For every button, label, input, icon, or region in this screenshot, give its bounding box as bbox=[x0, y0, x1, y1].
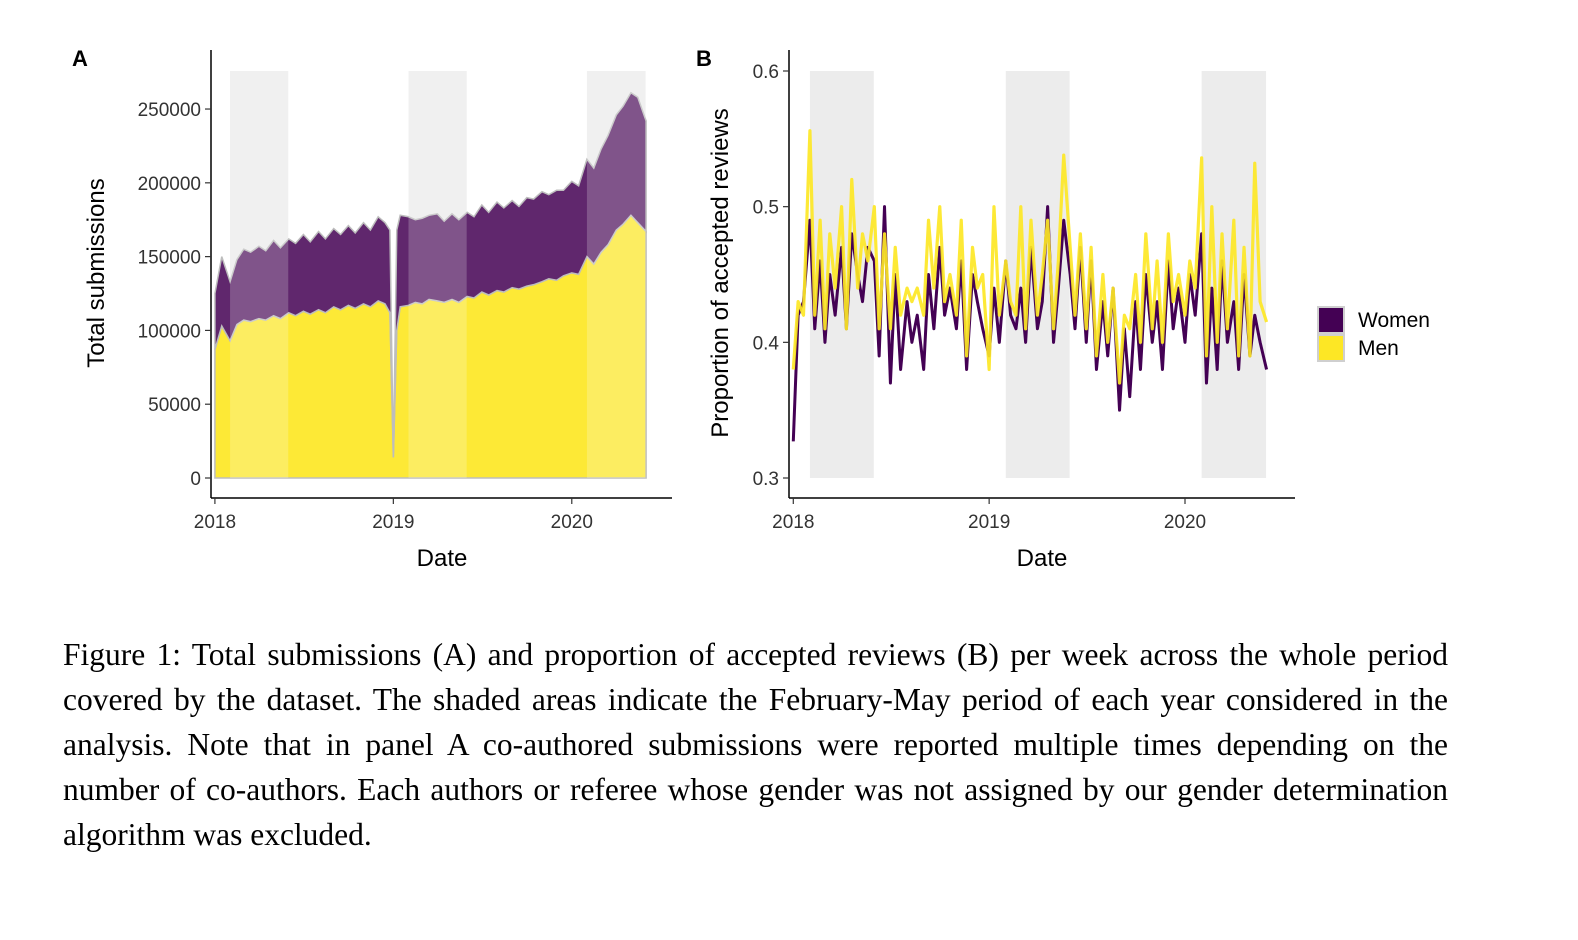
panel-b-axes: 0.3 0.4 0.5 0.6 2018 2019 2020 bbox=[753, 50, 1295, 533]
panel-a-shade-overlay-2 bbox=[408, 71, 467, 478]
panel-a-tag: A bbox=[72, 46, 88, 71]
legend: Women Men bbox=[1317, 306, 1430, 362]
panel-b-y-tick-label: 0.6 bbox=[753, 62, 779, 83]
panel-b-y-axis-title: Proportion of accepted reviews bbox=[707, 108, 734, 438]
panel-b-shaded-periods bbox=[809, 71, 1267, 478]
panel-a-y-tick-label: 100000 bbox=[138, 321, 201, 342]
legend-label-men: Men bbox=[1358, 337, 1399, 360]
series-men-line bbox=[791, 129, 1269, 385]
panel-a-x-tick-label: 2019 bbox=[372, 512, 414, 533]
panel-a-x-tick-label: 2020 bbox=[551, 512, 593, 533]
panel-b-shade-3 bbox=[1201, 71, 1267, 478]
panel-a-y-axis-title: Total submissions bbox=[83, 178, 110, 367]
panel-a-y-tick-label: 0 bbox=[190, 469, 201, 490]
panel-b-lines bbox=[791, 129, 1269, 442]
panel-a: 0 50000 100000 150000 200000 250000 2018 2019 20… bbox=[72, 46, 672, 572]
panel-b-x-tick-label: 2019 bbox=[968, 512, 1010, 533]
panel-b: 0.3 0.4 0.5 0.6 2018 2019 2020 B Date Proporti… bbox=[696, 46, 1295, 572]
panel-a-y-tick-label: 200000 bbox=[138, 174, 201, 195]
figure-caption: Figure 1: Total submissions (A) and prop… bbox=[63, 637, 1448, 852]
figure: 0 50000 100000 150000 200000 250000 2018 2019 20… bbox=[72, 46, 1430, 572]
panel-a-shade-overlay-1 bbox=[230, 71, 289, 478]
panel-a-y-tick-label: 250000 bbox=[138, 100, 201, 121]
figure-svg: 0 50000 100000 150000 200000 250000 2018 2019 20… bbox=[72, 46, 1430, 572]
panel-b-tag: B bbox=[696, 46, 712, 71]
panel-a-x-tick-label: 2018 bbox=[194, 512, 236, 533]
legend-label-women: Women bbox=[1358, 309, 1430, 332]
series-women-area bbox=[214, 91, 647, 458]
panel-b-y-tick-label: 0.3 bbox=[753, 469, 779, 490]
panel-a-x-axis-title: Date bbox=[417, 545, 468, 572]
legend-swatch-women bbox=[1317, 306, 1345, 334]
panel-a-stacked-areas bbox=[214, 71, 647, 479]
panel-a-shade-overlay-3 bbox=[586, 71, 646, 478]
panel-b-y-tick-label: 0.4 bbox=[753, 333, 780, 354]
panel-b-x-axis-title: Date bbox=[1017, 545, 1068, 572]
panel-b-y-tick-label: 0.5 bbox=[753, 198, 779, 219]
panel-a-y-tick-label: 150000 bbox=[138, 248, 201, 269]
legend-swatch-men bbox=[1317, 334, 1345, 362]
panel-a-axes: 0 50000 100000 150000 200000 250000 2018 2019 20… bbox=[138, 50, 672, 533]
panel-b-x-tick-label: 2020 bbox=[1164, 512, 1206, 533]
panel-a-y-tick-label: 50000 bbox=[148, 395, 201, 416]
panel-b-x-tick-label: 2018 bbox=[772, 512, 814, 533]
